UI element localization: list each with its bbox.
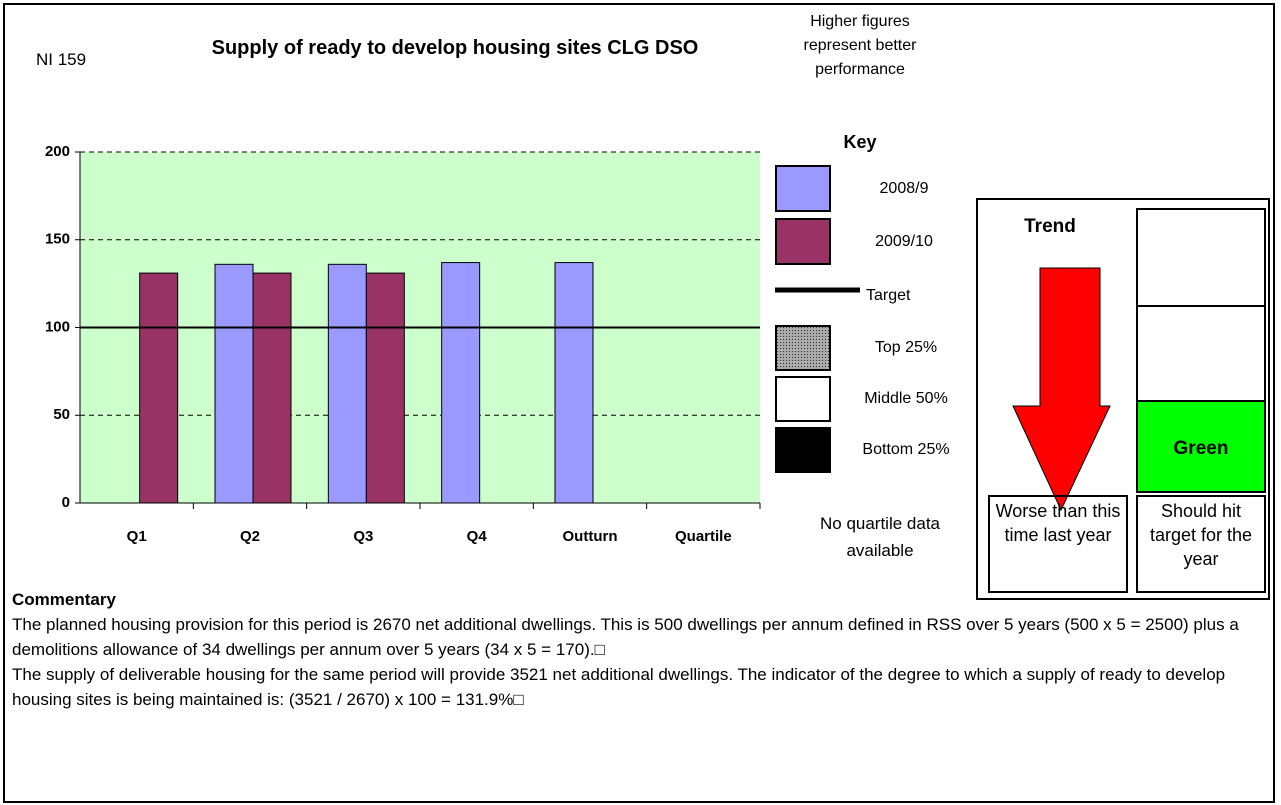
y-tick-label: 150 — [45, 231, 70, 248]
commentary: The planned housing provision for this p… — [12, 612, 1274, 712]
legend-swatch — [775, 218, 831, 265]
bar — [554, 262, 594, 504]
x-tick-label: Q4 — [467, 528, 488, 545]
x-tick-label: Q3 — [353, 528, 373, 545]
status-description: Should hit target for the year — [1136, 495, 1266, 593]
commentary-paragraph: The supply of deliverable housing for th… — [12, 665, 1226, 709]
x-tick-label: Q1 — [127, 528, 147, 545]
quartile-swatch — [775, 376, 831, 422]
trend-arrow — [1012, 267, 1111, 512]
key-title: Key — [843, 132, 876, 152]
commentary-paragraph: The planned housing provision for this p… — [12, 615, 1239, 659]
x-tick-label: Outturn — [563, 528, 618, 545]
performance-note: Higher figures represent better performa… — [803, 13, 917, 78]
quartile-swatch — [775, 427, 831, 473]
quartile-swatch — [775, 325, 831, 371]
commentary-heading: Commentary — [12, 590, 116, 609]
frame — [3, 3, 1275, 803]
legend-label: 2008/9 — [880, 180, 929, 197]
bar — [214, 263, 254, 504]
quartile-label: Bottom 25% — [862, 441, 949, 458]
legend-label: Target — [866, 287, 911, 304]
trend-description: Worse than this time last year — [988, 495, 1128, 593]
trend-panel — [976, 198, 1270, 600]
bar — [441, 262, 481, 504]
quartile-label: Top 25% — [875, 339, 937, 356]
bar — [327, 263, 367, 504]
status-cell — [1136, 208, 1266, 307]
trend-title: Trend — [1024, 216, 1076, 237]
y-tick-label: 200 — [45, 143, 70, 160]
status-label: Green — [1136, 400, 1266, 493]
x-tick-label: Quartile — [675, 528, 732, 545]
legend-swatch — [775, 165, 831, 212]
bar — [252, 272, 292, 504]
y-tick-label: 0 — [62, 494, 70, 511]
y-tick-label: 50 — [53, 406, 70, 423]
legend-label: 2009/10 — [875, 233, 933, 250]
quartile-label: Middle 50% — [864, 390, 948, 407]
chart-title: Supply of ready to develop housing sites… — [211, 37, 699, 59]
indicator-code: NI 159 — [36, 50, 87, 69]
y-tick-label: 100 — [45, 318, 70, 335]
status-cell — [1136, 305, 1266, 402]
no-quartile-note: No quartile data available — [819, 514, 941, 560]
bar — [365, 272, 405, 504]
x-tick-label: Q2 — [240, 528, 260, 545]
bar — [139, 272, 179, 504]
